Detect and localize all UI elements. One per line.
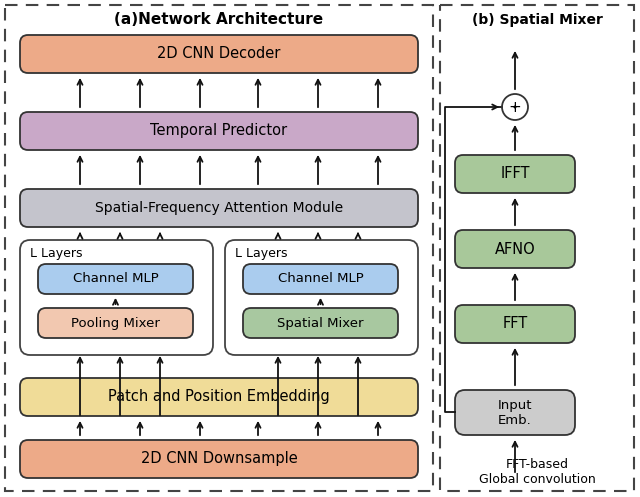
FancyBboxPatch shape xyxy=(455,155,575,193)
Bar xyxy=(440,5,634,491)
Text: AFNO: AFNO xyxy=(495,242,536,256)
Text: FFT: FFT xyxy=(502,317,527,331)
FancyBboxPatch shape xyxy=(20,440,418,478)
Text: Channel MLP: Channel MLP xyxy=(72,272,158,285)
FancyBboxPatch shape xyxy=(20,35,418,73)
Text: Patch and Position Embedding: Patch and Position Embedding xyxy=(108,390,330,405)
FancyBboxPatch shape xyxy=(20,240,213,355)
FancyBboxPatch shape xyxy=(38,264,193,294)
Circle shape xyxy=(513,105,516,108)
Text: IFFT: IFFT xyxy=(500,166,530,181)
Text: L Layers: L Layers xyxy=(30,248,83,260)
Bar xyxy=(5,5,433,491)
Text: Spatial Mixer: Spatial Mixer xyxy=(277,317,364,330)
FancyBboxPatch shape xyxy=(20,112,418,150)
FancyBboxPatch shape xyxy=(243,264,398,294)
Text: Spatial-Frequency Attention Module: Spatial-Frequency Attention Module xyxy=(95,201,343,215)
Text: 2D CNN Decoder: 2D CNN Decoder xyxy=(157,47,281,62)
FancyBboxPatch shape xyxy=(20,378,418,416)
FancyBboxPatch shape xyxy=(20,189,418,227)
FancyBboxPatch shape xyxy=(455,230,575,268)
Text: Temporal Predictor: Temporal Predictor xyxy=(150,123,287,139)
Text: Channel MLP: Channel MLP xyxy=(278,272,364,285)
Text: Input
Emb.: Input Emb. xyxy=(498,399,532,426)
Text: FFT-based
Global convolution: FFT-based Global convolution xyxy=(479,458,595,486)
Text: Pooling Mixer: Pooling Mixer xyxy=(71,317,160,330)
Text: +: + xyxy=(509,99,522,114)
Text: 2D CNN Downsample: 2D CNN Downsample xyxy=(141,451,298,467)
FancyBboxPatch shape xyxy=(225,240,418,355)
Text: (a)Network Architecture: (a)Network Architecture xyxy=(115,12,324,27)
FancyBboxPatch shape xyxy=(38,308,193,338)
Text: L Layers: L Layers xyxy=(235,248,287,260)
FancyBboxPatch shape xyxy=(455,305,575,343)
FancyBboxPatch shape xyxy=(243,308,398,338)
Text: (b) Spatial Mixer: (b) Spatial Mixer xyxy=(472,13,602,27)
FancyBboxPatch shape xyxy=(455,390,575,435)
